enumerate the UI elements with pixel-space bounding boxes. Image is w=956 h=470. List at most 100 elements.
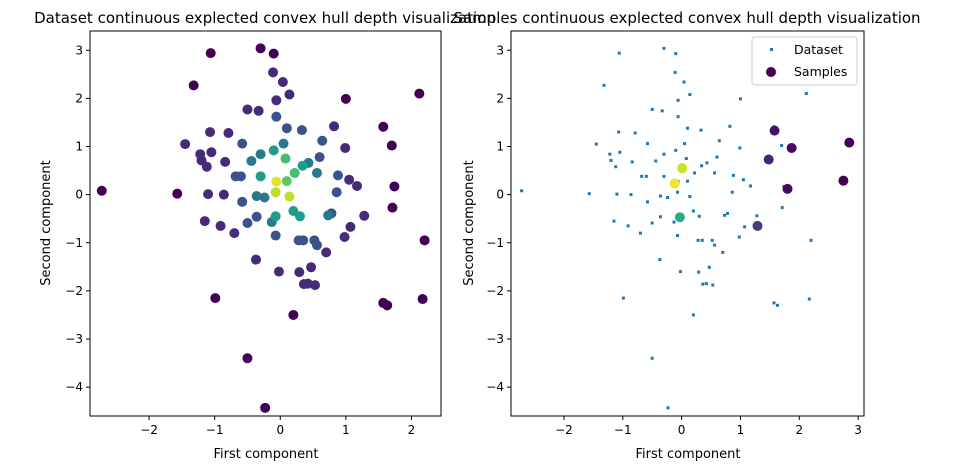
data-point	[321, 247, 332, 258]
dataset-point	[675, 234, 679, 238]
right-ytick-label: −3	[486, 332, 504, 346]
dataset-point	[618, 150, 622, 154]
legend-samples-marker	[766, 67, 776, 77]
data-point	[281, 123, 292, 134]
right-xtick-label: 0	[678, 423, 686, 437]
data-point	[314, 152, 325, 163]
data-point	[306, 262, 317, 273]
right-x-axis-label: First component	[635, 447, 740, 462]
dataset-point	[638, 231, 642, 235]
dataset-point	[704, 282, 708, 286]
dataset-point	[660, 109, 664, 113]
dataset-point	[710, 238, 714, 242]
dataset-point	[693, 171, 697, 175]
legend-dataset-marker	[770, 48, 773, 51]
dataset-point	[676, 98, 680, 102]
right-ytick-label: 2	[496, 91, 504, 105]
data-point	[289, 167, 300, 178]
dataset-point	[587, 192, 591, 196]
dataset-point	[713, 243, 717, 247]
left-scatter-chart: Dataset continuous explected convex hull…	[34, 9, 496, 462]
dataset-point	[662, 152, 666, 156]
dataset-point	[608, 152, 612, 156]
data-point	[255, 149, 266, 160]
dataset-point	[612, 219, 616, 223]
data-point	[378, 121, 389, 132]
left-ytick-label: −4	[65, 380, 83, 394]
dataset-point	[780, 206, 784, 210]
data-point	[250, 254, 261, 265]
dataset-point	[715, 155, 719, 159]
data-point	[340, 142, 351, 153]
legend: Dataset Samples	[751, 36, 858, 86]
dataset-point	[662, 174, 666, 178]
dataset-point	[721, 250, 725, 254]
left-chart-title: Dataset continuous explected convex hull…	[34, 9, 496, 27]
data-point	[312, 240, 323, 251]
left-xtick-label: 2	[408, 423, 416, 437]
legend-box	[751, 36, 858, 86]
dataset-point	[686, 126, 689, 130]
dataset-point	[615, 192, 619, 196]
dataset-point	[697, 270, 701, 274]
data-point	[206, 147, 217, 158]
left-xtick-label: 0	[276, 423, 284, 437]
data-point	[270, 230, 281, 241]
left-x-axis-label: First component	[213, 447, 318, 462]
data-point	[417, 294, 428, 305]
dataset-point	[684, 157, 688, 161]
data-point	[345, 221, 356, 232]
dataset-point	[658, 215, 662, 219]
dataset-point	[654, 159, 658, 163]
left-chart-points	[96, 43, 430, 413]
data-point	[277, 77, 288, 88]
right-chart-sample-points	[669, 125, 855, 231]
sample-point	[677, 163, 688, 174]
left-ytick-label: 3	[75, 43, 83, 57]
data-point	[386, 140, 397, 151]
dataset-point	[707, 265, 711, 269]
right-ytick-label: −2	[486, 284, 504, 298]
dataset-point	[741, 178, 745, 182]
dataset-point	[688, 195, 692, 199]
dataset-point	[731, 173, 735, 177]
dataset-point	[666, 406, 670, 410]
right-chart-dataset-points	[520, 46, 813, 410]
data-point	[331, 187, 342, 198]
data-point	[270, 211, 281, 222]
dataset-point	[738, 97, 742, 101]
dataset-point	[650, 356, 654, 360]
dataset-point	[717, 139, 721, 143]
data-point	[260, 402, 271, 413]
data-point	[294, 211, 305, 222]
dataset-point	[594, 142, 598, 146]
dataset-point	[686, 179, 689, 183]
sample-point	[669, 178, 680, 189]
left-xtick-label: 1	[342, 423, 350, 437]
data-point	[242, 104, 253, 115]
dataset-point	[672, 220, 676, 224]
dataset-point	[614, 165, 618, 169]
right-ytick-label: −1	[486, 236, 504, 250]
dataset-point	[621, 296, 625, 300]
right-xtick-label: 3	[854, 423, 862, 437]
data-point	[297, 160, 308, 171]
right-xtick-label: −1	[614, 423, 632, 437]
data-point	[271, 176, 282, 187]
dataset-point	[776, 303, 780, 307]
right-ytick-label: 1	[496, 140, 504, 154]
left-xtick-label: −2	[140, 423, 158, 437]
dataset-point	[645, 142, 649, 146]
data-point	[242, 353, 253, 364]
data-point	[205, 48, 216, 59]
data-point	[188, 80, 199, 91]
data-point	[323, 210, 334, 221]
dataset-point	[683, 142, 687, 146]
dataset-point	[730, 190, 734, 194]
dataset-point	[705, 161, 709, 165]
data-point	[199, 216, 210, 227]
dataset-point	[700, 238, 704, 242]
dataset-point	[772, 301, 776, 305]
data-point	[281, 176, 292, 187]
